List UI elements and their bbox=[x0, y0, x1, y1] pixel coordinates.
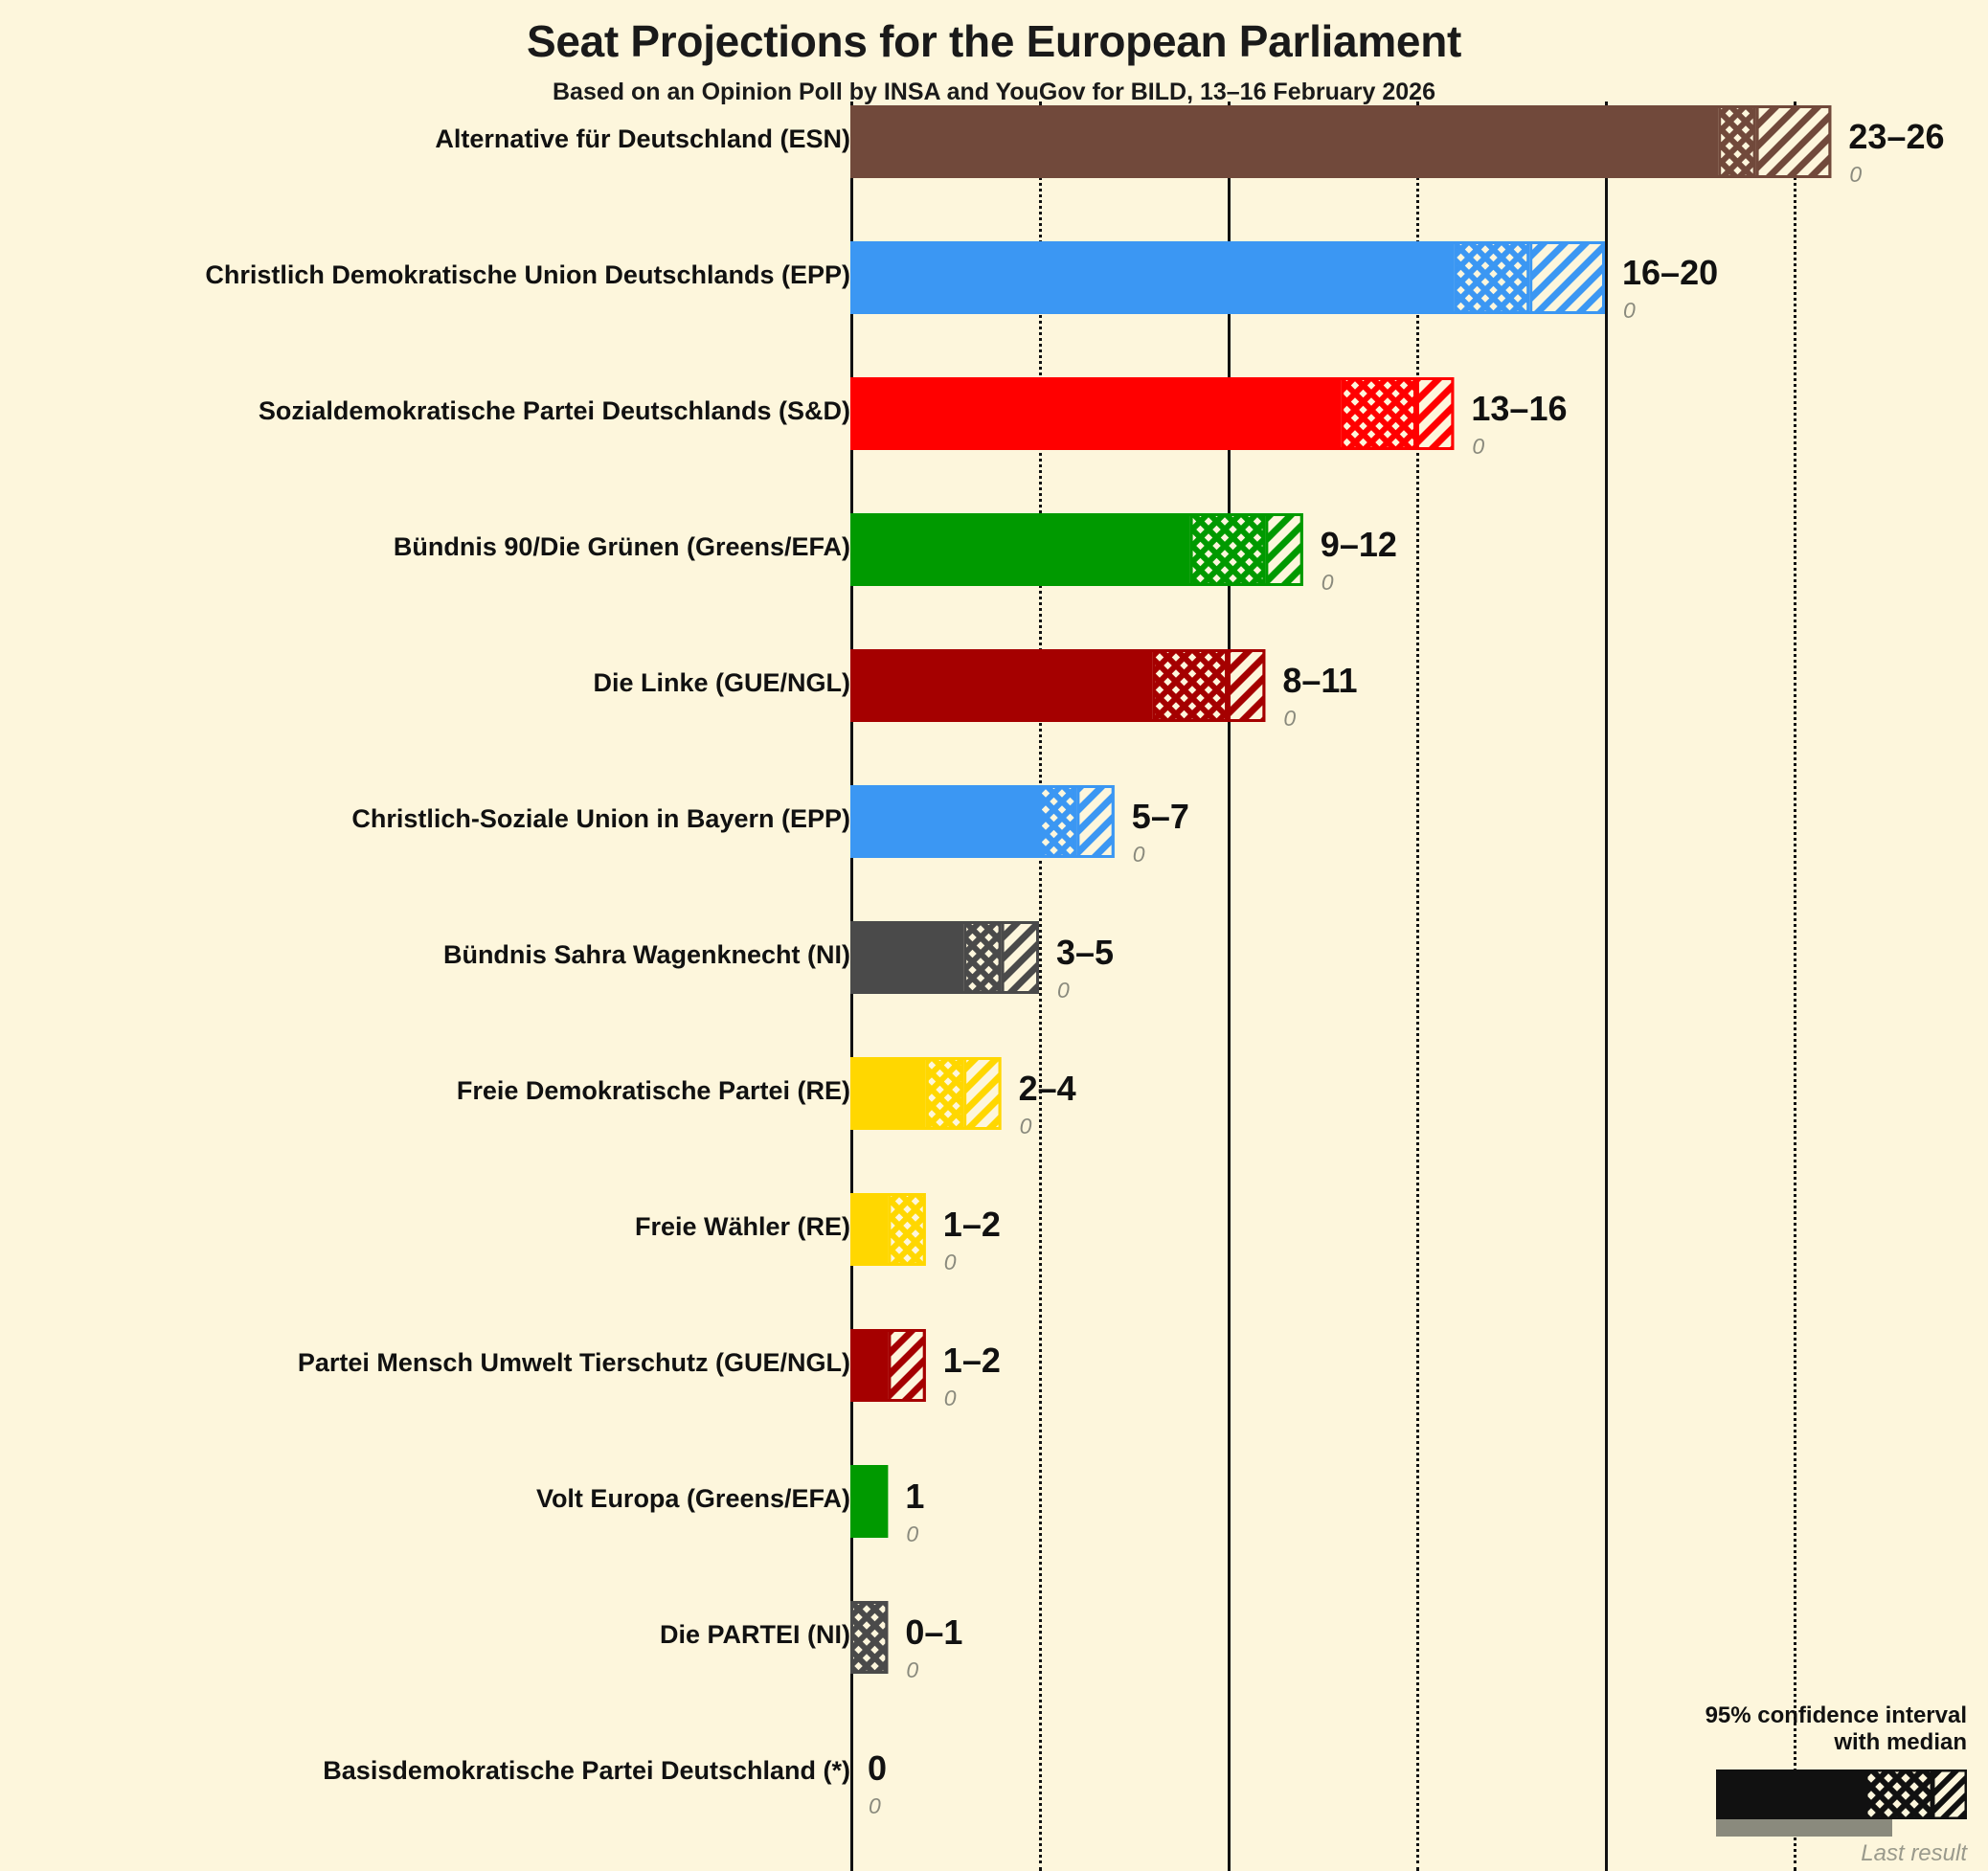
confidence-interval-bar bbox=[850, 241, 1606, 314]
value-label: 3–5 bbox=[1056, 933, 1115, 972]
chart-row: Partei Mensch Umwelt Tierschutz (GUE/NGL… bbox=[0, 1329, 1988, 1410]
chart-row: Freie Wähler (RE) 1–2 0 bbox=[0, 1193, 1988, 1274]
chart-row: Sozialdemokratische Partei Deutschlands … bbox=[0, 377, 1988, 459]
confidence-interval-bar bbox=[850, 649, 1266, 722]
chart-row: Volt Europa (Greens/EFA) 1 0 bbox=[0, 1465, 1988, 1546]
confidence-interval-bar bbox=[850, 377, 1455, 450]
gridline-5 bbox=[1039, 101, 1042, 1871]
legend-last-result-label: Last result bbox=[1861, 1840, 1967, 1866]
last-result-label: 0 bbox=[1849, 162, 1863, 187]
value-label: 0 bbox=[868, 1748, 888, 1788]
chart-row: Christlich Demokratische Union Deutschla… bbox=[0, 241, 1988, 323]
confidence-interval-bar bbox=[850, 1601, 889, 1674]
row-label: Basisdemokratische Partei Deutschland (*… bbox=[323, 1756, 850, 1785]
row-label: Bündnis Sahra Wagenknecht (NI) bbox=[442, 940, 850, 969]
confidence-interval-bar bbox=[850, 921, 1040, 994]
last-result-label: 0 bbox=[1132, 842, 1145, 867]
chart-header: Seat Projections for the European Parlia… bbox=[0, 0, 1988, 106]
row-label: Alternative für Deutschland (ESN) bbox=[435, 124, 850, 153]
gridline-25 bbox=[1794, 101, 1796, 1871]
value-label: 9–12 bbox=[1320, 525, 1397, 564]
value-label: 1 bbox=[905, 1477, 925, 1516]
last-result-label: 0 bbox=[906, 1522, 919, 1546]
chart-row: Freie Demokratische Partei (RE) 2–4 0 bbox=[0, 1057, 1988, 1138]
value-label: 13–16 bbox=[1471, 389, 1568, 428]
value-label: 8–11 bbox=[1282, 661, 1358, 700]
chart-row: Christlich-Soziale Union in Bayern (EPP)… bbox=[0, 785, 1988, 867]
legend-line-2: with median bbox=[1834, 1729, 1967, 1756]
value-label: 16–20 bbox=[1622, 253, 1719, 292]
row-label: Freie Demokratische Partei (RE) bbox=[456, 1076, 850, 1105]
last-result-label: 0 bbox=[1019, 1114, 1032, 1138]
confidence-interval-bar bbox=[850, 1465, 889, 1538]
row-label: Christlich-Soziale Union in Bayern (EPP) bbox=[351, 804, 850, 833]
row-label: Christlich Demokratische Union Deutschla… bbox=[205, 260, 850, 289]
confidence-interval-bar bbox=[850, 513, 1303, 586]
chart-row: Bündnis 90/Die Grünen (Greens/EFA) 9–12 0 bbox=[0, 513, 1988, 595]
legend-last-result-bar bbox=[1716, 1819, 1892, 1837]
confidence-interval-bar bbox=[850, 105, 1832, 178]
row-label: Partei Mensch Umwelt Tierschutz (GUE/NGL… bbox=[297, 1348, 850, 1377]
value-label: 1–2 bbox=[942, 1341, 1001, 1380]
confidence-interval-bar bbox=[850, 785, 1115, 858]
chart-row: Die PARTEI (NI) 0–1 0 bbox=[0, 1601, 1988, 1682]
last-result-label: 0 bbox=[1321, 570, 1334, 595]
legend-sample-bar bbox=[1716, 1767, 1970, 1822]
last-result-label: 0 bbox=[1472, 434, 1485, 459]
value-label: 1–2 bbox=[942, 1205, 1001, 1244]
chart-row: Die Linke (GUE/NGL) 8–11 0 bbox=[0, 649, 1988, 731]
last-result-label: 0 bbox=[906, 1657, 919, 1682]
chart-legend: 95% confidence interval with median Last… bbox=[1660, 1702, 1970, 1867]
chart-row: Bündnis Sahra Wagenknecht (NI) 3–5 0 bbox=[0, 921, 1988, 1003]
row-label: Bündnis 90/Die Grünen (Greens/EFA) bbox=[393, 532, 850, 561]
last-result-label: 0 bbox=[943, 1250, 957, 1274]
chart-plot-area: Alternative für Deutschland (ESN) 23–26 0 C… bbox=[0, 101, 1988, 1871]
last-result-label: 0 bbox=[1283, 706, 1297, 731]
last-result-label: 0 bbox=[943, 1386, 957, 1410]
value-label: 23–26 bbox=[1848, 117, 1945, 156]
row-label: Freie Wähler (RE) bbox=[634, 1212, 850, 1241]
value-label: 5–7 bbox=[1131, 797, 1189, 836]
value-label: 0–1 bbox=[905, 1612, 963, 1652]
gridline-15 bbox=[1416, 101, 1419, 1871]
chart-subtitle: Based on an Opinion Poll by INSA and You… bbox=[553, 79, 1435, 105]
gridline-10 bbox=[1228, 101, 1231, 1871]
legend-bar-svg bbox=[1716, 1767, 1970, 1822]
confidence-interval-bar bbox=[850, 1057, 1002, 1130]
last-result-label: 0 bbox=[1623, 298, 1636, 323]
last-result-label: 0 bbox=[1057, 978, 1070, 1003]
chart-row: Basisdemokratische Partei Deutschland (*… bbox=[0, 1737, 1988, 1818]
page-title: Seat Projections for the European Parlia… bbox=[526, 16, 1462, 66]
last-result-label: 0 bbox=[869, 1793, 881, 1818]
confidence-interval-bar bbox=[850, 1193, 926, 1266]
row-label: Sozialdemokratische Partei Deutschlands … bbox=[258, 396, 850, 425]
chart-row: Alternative für Deutschland (ESN) 23–26 0 bbox=[0, 105, 1988, 187]
row-label: Volt Europa (Greens/EFA) bbox=[535, 1484, 850, 1513]
row-label: Die Linke (GUE/NGL) bbox=[593, 668, 850, 697]
value-label: 2–4 bbox=[1018, 1069, 1076, 1108]
confidence-interval-bar bbox=[850, 1329, 926, 1402]
gridline-20 bbox=[1605, 101, 1608, 1871]
row-label: Die PARTEI (NI) bbox=[659, 1620, 850, 1649]
legend-line-1: 95% confidence interval bbox=[1705, 1702, 1967, 1729]
